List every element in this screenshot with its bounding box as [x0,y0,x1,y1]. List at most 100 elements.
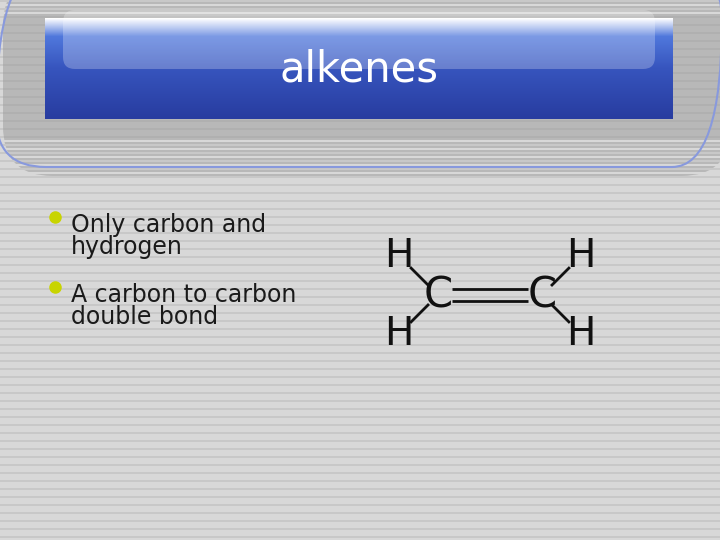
Bar [0,168,720,170]
Bar [45,93,673,94]
Bar [0,260,720,262]
Bar [45,85,673,86]
Bar [0,476,720,478]
Bar [0,420,720,422]
Bar [45,96,673,97]
Bar [0,508,720,510]
Bar [0,400,720,402]
Bar [0,324,720,326]
Bar [0,496,720,498]
Bar [0,468,720,470]
Bar [0,288,720,290]
Bar [45,40,673,41]
Bar [0,472,720,474]
Bar [45,109,673,110]
Bar [0,128,720,130]
Bar [0,200,720,202]
Bar [45,112,673,113]
Bar [0,196,720,198]
Bar [0,132,720,134]
Bar [0,436,720,438]
Bar [0,484,720,486]
Bar [0,488,720,490]
Bar [0,224,720,226]
Bar [0,8,720,10]
Bar [0,68,720,70]
Bar [0,284,720,286]
Bar [45,59,673,60]
Bar [0,308,720,310]
Bar [0,516,720,518]
Bar [0,488,720,490]
Bar [45,62,673,63]
Bar [45,98,673,99]
Bar [45,110,673,111]
Bar [45,74,673,75]
Bar [0,240,720,242]
Bar [45,100,673,101]
Bar [0,500,720,502]
Bar [0,204,720,206]
Bar [0,388,720,390]
Bar [0,408,720,410]
Bar [0,16,720,18]
Bar [0,392,720,394]
Bar [0,240,720,242]
Bar [0,452,720,454]
Bar [45,104,673,105]
Bar [0,208,720,210]
Bar [0,388,720,390]
Bar [0,144,720,146]
Bar [0,0,720,2]
Text: H: H [384,315,414,353]
Bar [45,87,673,88]
Bar [0,476,720,478]
Bar [0,216,720,218]
Bar [0,400,720,402]
Bar [0,348,720,350]
Bar [45,71,673,72]
Bar [0,236,720,238]
Bar [45,43,673,44]
Bar [0,148,720,150]
Bar [0,44,720,46]
Bar [0,472,720,474]
Bar [0,420,720,422]
Bar [0,368,720,370]
Bar [0,312,720,314]
Bar [0,412,720,414]
Bar [0,232,720,234]
Bar [45,50,673,51]
Bar [45,102,673,103]
Bar [0,32,720,34]
Bar [0,148,720,150]
Bar [0,256,720,258]
Bar [0,376,720,378]
Bar [45,73,673,74]
Bar [0,444,720,446]
Text: hydrogen: hydrogen [71,235,183,259]
Bar [0,324,720,326]
Bar [45,106,673,107]
Bar [45,29,673,30]
Bar [45,115,673,116]
Bar [45,76,673,77]
Bar [0,228,720,230]
Bar [0,384,720,386]
Bar [0,140,720,142]
Bar [0,404,720,406]
Bar [0,428,720,430]
Bar [0,532,720,534]
Bar [45,58,673,59]
Bar [45,91,673,92]
Bar [0,164,720,166]
Bar [45,38,673,39]
Bar [0,376,720,378]
Bar [0,372,720,374]
Bar [0,140,720,142]
Bar [45,108,673,109]
Bar [0,248,720,250]
Bar [45,57,673,58]
Bar [0,36,720,38]
Bar [0,404,720,406]
